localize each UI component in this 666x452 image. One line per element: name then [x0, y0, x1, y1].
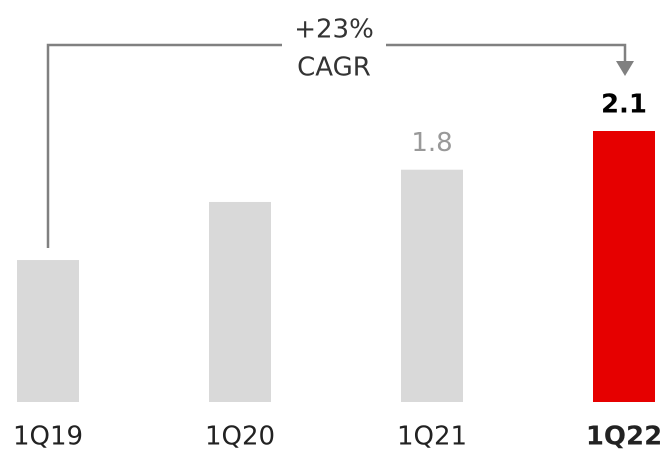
bar: [593, 131, 655, 402]
cagr-bracket: [46, 43, 282, 248]
annotation: +23%: [294, 15, 374, 45]
bar: [401, 169, 463, 402]
x-tick-label: 1Q21: [397, 422, 467, 452]
value-label: 1.8: [411, 128, 452, 158]
x-tick-label: 1Q22: [586, 422, 662, 452]
cagr-arrow: [616, 61, 634, 76]
annotation: CAGR: [297, 53, 371, 83]
x-tick-label: 1Q20: [205, 422, 275, 452]
value-label: 2.1: [601, 90, 647, 120]
bar: [17, 260, 79, 402]
cagr-bracket: [386, 43, 627, 62]
x-tick-label: 1Q19: [13, 422, 83, 452]
bar: [209, 201, 271, 402]
